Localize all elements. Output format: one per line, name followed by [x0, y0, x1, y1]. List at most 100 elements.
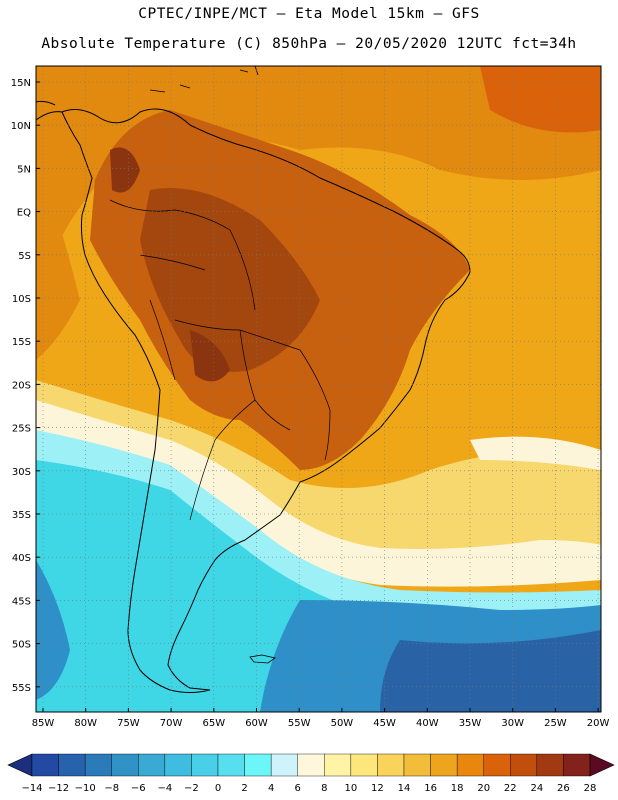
- colorbar-label: 24: [530, 783, 543, 794]
- colorbar-swatch: [217, 753, 245, 777]
- temperature-map: 15N 10N 5N EQ 5S 10S 15S 20S 25S 30S 35S 40S 45S 50S 5…: [11, 65, 610, 729]
- lat-label: 55S: [12, 683, 31, 694]
- temperature-colorbar: −14 −12 −10 −8 −6 −4 −2 0 2 4 6 8 10 12 14 16 18 20 22 24 26…: [7, 753, 615, 794]
- lon-label: 60W: [245, 718, 268, 729]
- lon-label: 45W: [373, 718, 396, 729]
- colorbar-label: 20: [477, 783, 490, 794]
- colorbar-swatch: [31, 753, 59, 777]
- latitude-labels: 15N 10N 5N EQ 5S 10S 15S 20S 25S 30S 35S 40S 45S 50S 5…: [11, 78, 40, 694]
- falklands-outline: [249, 654, 276, 664]
- colorbar-swatch: [350, 753, 378, 777]
- lon-label: 25W: [544, 718, 567, 729]
- colorbar-label: 4: [268, 783, 274, 794]
- colorbar-swatch: [510, 753, 538, 777]
- lon-label: 55W: [288, 718, 311, 729]
- lat-label: 10S: [12, 294, 31, 305]
- map-subtitle: Absolute Temperature (C) 850hPa – 20/05/…: [41, 36, 577, 52]
- colorbar-swatch: [138, 753, 166, 777]
- colorbar-label: 12: [371, 783, 384, 794]
- colorbar-swatches: [7, 753, 615, 777]
- longitude-labels: 85W 80W 75W 70W 65W 60W 55W 50W 45W 40W 35W 30W 25W 2…: [32, 708, 610, 729]
- colorbar-swatch: [430, 753, 458, 777]
- colorbar-label: −12: [48, 783, 69, 794]
- colorbar-label: 6: [295, 783, 301, 794]
- colorbar-label: −4: [157, 783, 172, 794]
- colorbar-label: −6: [131, 783, 146, 794]
- colorbar-swatch: [164, 753, 192, 777]
- field-orange-pacific: [36, 150, 80, 360]
- lon-label: 80W: [74, 718, 97, 729]
- colorbar-label: 26: [557, 783, 570, 794]
- colorbar-swatch: [191, 753, 219, 777]
- field-cream-ne: [470, 436, 601, 470]
- caribbean-islands: [149, 66, 259, 93]
- map-frame: [35, 65, 602, 713]
- colorbar-swatch: [456, 753, 484, 777]
- colorbar-label: 22: [504, 783, 517, 794]
- colorbar-label: −10: [75, 783, 96, 794]
- colorbar-label: 14: [398, 783, 411, 794]
- lon-label: 85W: [32, 718, 55, 729]
- colorbar-label: 10: [344, 783, 357, 794]
- field-cream: [36, 400, 601, 587]
- lat-label: 35S: [12, 510, 31, 521]
- colorbar-label: 2: [241, 783, 247, 794]
- field-blue-dark: [380, 630, 601, 712]
- colorbar-swatch: [297, 753, 325, 777]
- colorbar-label: 8: [321, 783, 327, 794]
- colorbar-min-arrow: [7, 753, 33, 777]
- colorbar-swatch: [84, 753, 112, 777]
- colorbar-label: 0: [215, 783, 221, 794]
- colorbar-swatch: [270, 753, 298, 777]
- lat-label: 15N: [11, 78, 31, 89]
- lon-label: 40W: [416, 718, 439, 729]
- lat-label: 40S: [12, 553, 31, 564]
- colorbar-swatch: [58, 753, 86, 777]
- field-hot-andes: [110, 147, 140, 193]
- field-hot-core: [140, 188, 320, 372]
- colorbar-swatch: [111, 753, 139, 777]
- lon-label: 75W: [117, 718, 140, 729]
- lat-label: 20S: [12, 380, 31, 391]
- colorbar-swatch: [244, 753, 272, 777]
- colorbar-label: −14: [21, 783, 42, 794]
- colorbar-swatch: [536, 753, 564, 777]
- colorbar-swatch: [324, 753, 352, 777]
- lat-label: 45S: [12, 596, 31, 607]
- colorbar-label: 18: [451, 783, 464, 794]
- south-america-outline: [61, 108, 471, 693]
- field-cyan-light: [36, 430, 601, 623]
- colorbar-label: 16: [424, 783, 437, 794]
- lon-label: 20W: [587, 718, 610, 729]
- colorbar-label: 28: [584, 783, 597, 794]
- colorbar-label: −2: [184, 783, 199, 794]
- lat-label: 5S: [18, 251, 31, 262]
- country-borders: [109, 199, 331, 521]
- lon-label: 50W: [331, 718, 354, 729]
- colorbar-label: −8: [104, 783, 119, 794]
- field-hot-bolivia: [190, 330, 230, 382]
- lat-label: 5N: [17, 164, 31, 175]
- lat-label: EQ: [17, 208, 31, 219]
- temperature-field: [36, 66, 601, 712]
- lat-label: 30S: [12, 467, 31, 478]
- lat-label: 25S: [12, 424, 31, 435]
- colorbar-swatch: [377, 753, 405, 777]
- lon-label: 70W: [160, 718, 183, 729]
- field-orange-ne: [480, 66, 601, 133]
- colorbar-swatch: [483, 753, 511, 777]
- lat-label: 50S: [12, 640, 31, 651]
- colorbar-labels: −14 −12 −10 −8 −6 −4 −2 0 2 4 6 8 10 12 14 16 18 20 22 24 26…: [21, 783, 596, 794]
- lon-label: 30W: [501, 718, 524, 729]
- colorbar-max-arrow: [589, 753, 615, 777]
- field-yellow: [36, 380, 601, 570]
- lat-label: 15S: [12, 337, 31, 348]
- field-blue-west: [36, 560, 70, 700]
- lat-label: 10N: [11, 121, 31, 132]
- map-title: CPTEC/INPE/MCT – Eta Model 15km – GFS: [138, 6, 480, 22]
- colorbar-swatch: [563, 753, 591, 777]
- central-america-outline: [36, 100, 63, 121]
- lon-label: 65W: [202, 718, 225, 729]
- lon-label: 35W: [459, 718, 482, 729]
- colorbar-swatch: [403, 753, 431, 777]
